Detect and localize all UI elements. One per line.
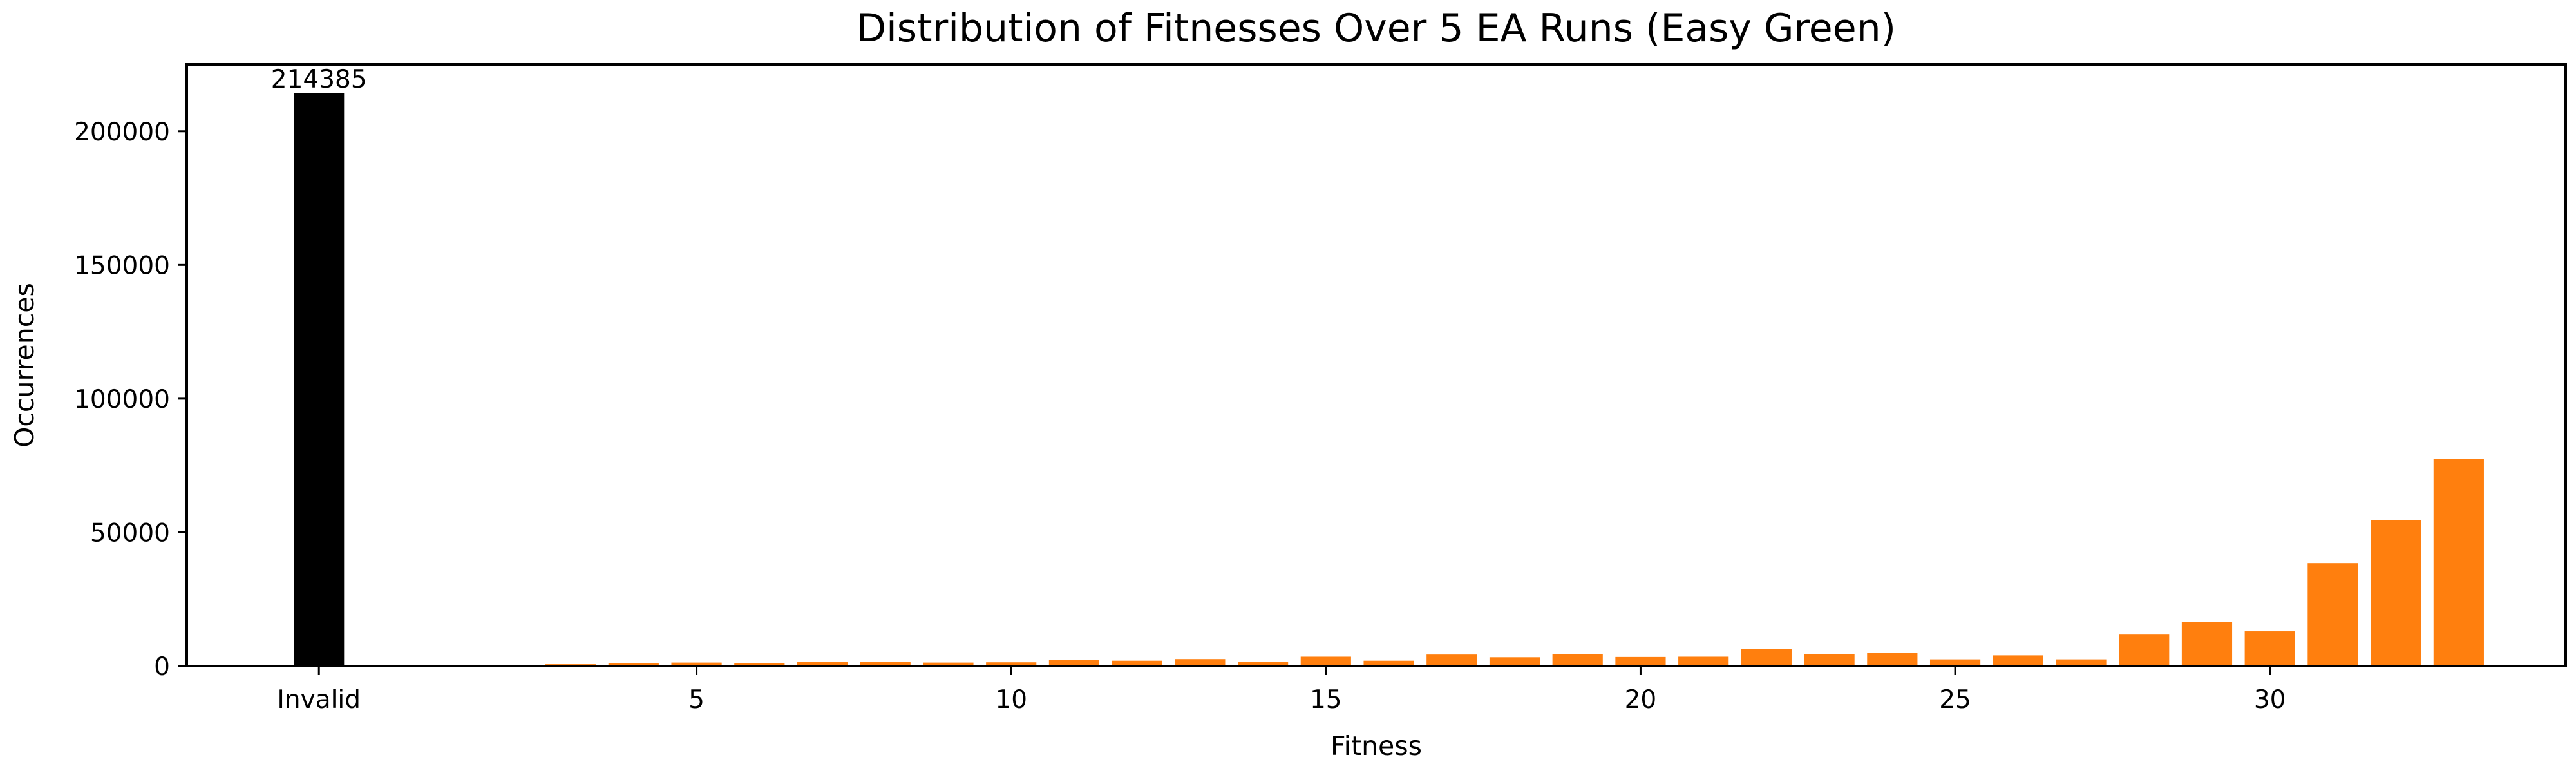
- bar-18: [1489, 657, 1540, 666]
- bar-33: [2433, 459, 2484, 666]
- y-tick-label: 150000: [74, 251, 170, 280]
- bar-21: [1678, 656, 1729, 666]
- y-axis-label: Occurrences: [9, 283, 40, 448]
- bar-27: [2056, 659, 2107, 666]
- bar-8: [860, 662, 911, 666]
- x-tick-label: 10: [995, 685, 1027, 714]
- y-tick-label: 0: [154, 653, 170, 682]
- bars: [294, 93, 2484, 667]
- bar-17: [1426, 654, 1477, 666]
- bar-10: [986, 662, 1037, 666]
- y-tick-label: 100000: [74, 385, 170, 414]
- bar-15: [1300, 656, 1351, 666]
- bar-11: [1048, 660, 1100, 666]
- bar-23: [1804, 654, 1855, 666]
- x-tick-label: Invalid: [277, 685, 361, 714]
- bar-6: [734, 663, 785, 666]
- bar-32: [2371, 520, 2421, 666]
- y-tick-label: 50000: [90, 519, 170, 548]
- bar-invalid: [294, 93, 345, 667]
- bar-25: [1929, 659, 1981, 666]
- bar-22: [1741, 649, 1792, 666]
- bar-9: [923, 662, 974, 666]
- bar-29: [2181, 622, 2233, 666]
- x-axis-ticks: Invalid 5 10 15 20 25 30: [277, 666, 2286, 714]
- bar-31: [2307, 563, 2358, 666]
- bar-19: [1552, 654, 1603, 666]
- data-label: 214385: [271, 65, 367, 94]
- x-tick-label: 30: [2254, 685, 2286, 714]
- bar-24: [1867, 653, 1918, 666]
- x-tick-label: 5: [688, 685, 705, 714]
- bar-28: [2119, 634, 2170, 666]
- y-tick-label: 200000: [74, 118, 170, 147]
- bar-5: [671, 662, 722, 666]
- bar-12: [1112, 660, 1162, 666]
- bar-26: [1993, 655, 2043, 666]
- bar-13: [1175, 659, 1226, 666]
- bar-20: [1615, 656, 1666, 666]
- bar-30: [2244, 631, 2295, 666]
- bar-16: [1363, 660, 1414, 666]
- x-axis-label: Fitness: [1331, 730, 1422, 761]
- y-axis-ticks: 0 50000 100000 150000 200000: [74, 118, 187, 682]
- x-tick-label: 20: [1625, 685, 1657, 714]
- data-labels: 214385: [271, 65, 367, 94]
- bar-7: [797, 662, 848, 666]
- x-tick-label: 25: [1939, 685, 1971, 714]
- bar-14: [1238, 662, 1289, 666]
- x-tick-label: 15: [1310, 685, 1342, 714]
- bar-4: [608, 663, 659, 666]
- plot-frame: [185, 63, 2567, 667]
- chart-title: Distribution of Fitnesses Over 5 EA Runs…: [857, 6, 1896, 51]
